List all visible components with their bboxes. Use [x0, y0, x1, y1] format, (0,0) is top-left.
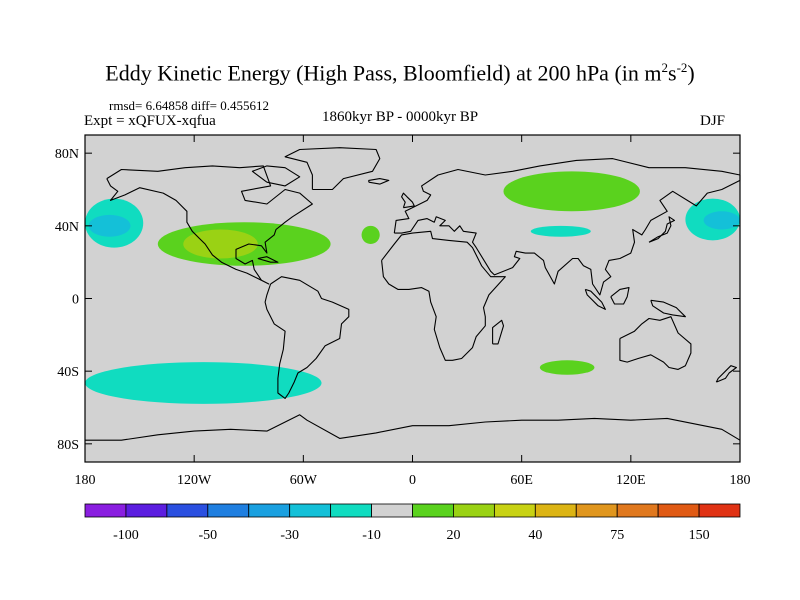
stats-label: rmsd= 6.64858 diff= 0.455612	[109, 98, 269, 113]
coast-greenland	[284, 147, 381, 191]
x-tick-label: 0	[409, 473, 416, 488]
y-tick-label: 0	[72, 293, 79, 308]
x-tick-label: 120E	[616, 473, 646, 488]
x-tick-label: 180	[730, 473, 751, 488]
coast-baffin	[251, 165, 301, 187]
coast-new-guinea	[650, 299, 686, 318]
region-north-pacific-west-core	[88, 214, 131, 237]
colorbar-bin	[698, 503, 741, 518]
colorbar: -100 -50 -30 -10 20 40 75 150	[84, 503, 741, 543]
colorbar-bin	[289, 503, 332, 518]
region-south-pacific	[85, 362, 322, 404]
x-tick-label: 60W	[290, 473, 318, 488]
colorbar-bin	[125, 503, 168, 518]
coast-sumatra	[584, 288, 606, 310]
map-background	[85, 135, 740, 462]
coast-iceland	[368, 178, 390, 185]
colorbar-bin	[616, 503, 659, 518]
colorbar-bin	[166, 503, 209, 518]
colorbar-label: 75	[610, 528, 624, 543]
region-asia-jet	[503, 171, 640, 212]
coast-eurasia	[393, 158, 741, 296]
colorbar-bin	[534, 503, 577, 518]
coast-australia	[619, 316, 692, 370]
colorbar-label: -30	[280, 528, 299, 543]
region-north-america-band-core	[183, 229, 258, 259]
coast-north-america	[106, 165, 313, 285]
chart-title: Eddy Kinetic Energy (High Pass, Bloomfie…	[105, 60, 695, 86]
y-tick-label: 40S	[57, 365, 79, 380]
colorbar-label: -10	[362, 528, 381, 543]
colorbar-bin	[207, 503, 250, 518]
y-tick-label: 40N	[55, 220, 79, 235]
coast-borneo	[610, 287, 630, 305]
coast-antarctica	[85, 414, 741, 441]
region-south-indian	[539, 360, 595, 375]
colorbar-bin	[248, 503, 291, 518]
x-tick-label: 120W	[177, 473, 212, 488]
x-tick-label: 60E	[510, 473, 533, 488]
y-tick-label: 80N	[55, 147, 79, 162]
colorbar-bin	[330, 503, 372, 518]
coast-new-zealand	[715, 365, 737, 383]
colorbar-label: 150	[689, 528, 710, 543]
coast-britain	[401, 192, 415, 209]
season-label: DJF	[700, 113, 726, 129]
region-central-asia-small	[530, 225, 591, 237]
colorbar-bin	[453, 503, 495, 518]
colorbar-bin	[412, 503, 454, 518]
experiment-label: Expt = xQFUX-xqfua	[84, 113, 216, 129]
colorbar-bin	[84, 503, 127, 518]
x-tick-label: 180	[75, 473, 96, 488]
colorbar-label: 20	[446, 528, 460, 543]
colorbar-label: -50	[198, 528, 217, 543]
colorbar-label: -100	[113, 528, 139, 543]
coast-africa	[381, 230, 506, 361]
colorbar-bin	[493, 503, 536, 518]
coast-japan	[648, 216, 676, 243]
colorbar-label: 40	[528, 528, 542, 543]
coast-madagascar	[492, 319, 505, 345]
region-north-atlantic-small	[361, 225, 380, 245]
coast-cuba	[257, 256, 279, 263]
coastlines	[85, 147, 741, 441]
axis-ticks: 180 120W 60W 0 60E 120E 180 80N 40N 0 40S 80S	[55, 135, 751, 488]
colorbar-bin	[575, 503, 618, 518]
field-regions	[85, 171, 740, 404]
region-north-pacific-east-core	[703, 211, 740, 230]
colorbar-bin	[657, 503, 700, 518]
y-tick-label: 80S	[57, 438, 79, 453]
coast-south-america	[264, 276, 350, 399]
colorbar-bin	[371, 503, 413, 518]
period-label: 1860kyr BP - 0000kyr BP	[322, 109, 479, 125]
